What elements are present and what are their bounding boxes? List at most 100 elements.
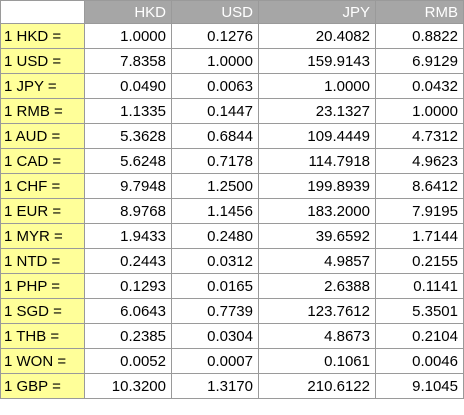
rate-cell: 0.2104 xyxy=(375,323,464,349)
table-row: 1 GBP = 10.3200 1.3170 210.6122 9.1045 xyxy=(0,373,464,399)
rate-cell: 0.7178 xyxy=(171,148,259,174)
rate-cell: 23.1327 xyxy=(258,98,376,124)
row-label-jpy: 1 JPY = xyxy=(0,73,85,99)
rate-cell: 0.8822 xyxy=(375,23,464,49)
row-label-cad: 1 CAD = xyxy=(0,148,85,174)
rate-cell: 1.0000 xyxy=(84,23,172,49)
rate-cell: 0.1141 xyxy=(375,273,464,299)
rate-cell: 0.1293 xyxy=(84,273,172,299)
rate-cell: 1.1335 xyxy=(84,98,172,124)
row-label-myr: 1 MYR = xyxy=(0,223,85,249)
rate-cell: 0.0007 xyxy=(171,348,259,374)
rate-cell: 159.9143 xyxy=(258,48,376,74)
rate-cell: 9.1045 xyxy=(375,373,464,399)
rate-cell: 1.3170 xyxy=(171,373,259,399)
row-label-sgd: 1 SGD = xyxy=(0,298,85,324)
rate-cell: 5.3628 xyxy=(84,123,172,149)
table-row: 1 EUR = 8.9768 1.1456 183.2000 7.9195 xyxy=(0,198,464,224)
table-row: 1 JPY = 0.0490 0.0063 1.0000 0.0432 xyxy=(0,73,464,99)
table-row: 1 USD = 7.8358 1.0000 159.9143 6.9129 xyxy=(0,48,464,74)
rate-cell: 1.1456 xyxy=(171,198,259,224)
table-row: 1 CAD = 5.6248 0.7178 114.7918 4.9623 xyxy=(0,148,464,174)
rate-cell: 0.0490 xyxy=(84,73,172,99)
rate-cell: 0.0046 xyxy=(375,348,464,374)
table-row: 1 CHF = 9.7948 1.2500 199.8939 8.6412 xyxy=(0,173,464,199)
rate-cell: 8.9768 xyxy=(84,198,172,224)
rate-cell: 0.2155 xyxy=(375,248,464,274)
table-row: 1 AUD = 5.3628 0.6844 109.4449 4.7312 xyxy=(0,123,464,149)
rate-cell: 1.7144 xyxy=(375,223,464,249)
rate-cell: 10.3200 xyxy=(84,373,172,399)
rate-cell: 5.6248 xyxy=(84,148,172,174)
table-row: 1 HKD = 1.0000 0.1276 20.4082 0.8822 xyxy=(0,23,464,49)
rate-cell: 1.0000 xyxy=(171,48,259,74)
rate-cell: 5.3501 xyxy=(375,298,464,324)
rate-cell: 8.6412 xyxy=(375,173,464,199)
rate-cell: 4.8673 xyxy=(258,323,376,349)
column-header-rmb: RMB xyxy=(375,0,464,24)
row-label-thb: 1 THB = xyxy=(0,323,85,349)
column-header-hkd: HKD xyxy=(84,0,172,24)
table-row: 1 PHP = 0.1293 0.0165 2.6388 0.1141 xyxy=(0,273,464,299)
table-row: 1 NTD = 0.2443 0.0312 4.9857 0.2155 xyxy=(0,248,464,274)
rate-cell: 4.9623 xyxy=(375,148,464,174)
exchange-rate-table: HKD USD JPY RMB 1 HKD = 1.0000 0.1276 20… xyxy=(0,0,464,399)
row-label-rmb: 1 RMB = xyxy=(0,98,85,124)
table-row: 1 THB = 0.2385 0.0304 4.8673 0.2104 xyxy=(0,323,464,349)
rate-cell: 2.6388 xyxy=(258,273,376,299)
rate-cell: 114.7918 xyxy=(258,148,376,174)
row-label-ntd: 1 NTD = xyxy=(0,248,85,274)
rate-cell: 0.2385 xyxy=(84,323,172,349)
rate-cell: 0.0052 xyxy=(84,348,172,374)
rate-cell: 4.7312 xyxy=(375,123,464,149)
rate-cell: 0.0304 xyxy=(171,323,259,349)
rate-cell: 6.0643 xyxy=(84,298,172,324)
rate-cell: 39.6592 xyxy=(258,223,376,249)
rate-cell: 0.1061 xyxy=(258,348,376,374)
rate-cell: 0.2443 xyxy=(84,248,172,274)
table-row: 1 RMB = 1.1335 0.1447 23.1327 1.0000 xyxy=(0,98,464,124)
table-header: HKD USD JPY RMB xyxy=(0,0,464,24)
rate-cell: 20.4082 xyxy=(258,23,376,49)
row-label-php: 1 PHP = xyxy=(0,273,85,299)
rate-cell: 0.1447 xyxy=(171,98,259,124)
row-label-won: 1 WON = xyxy=(0,348,85,374)
rate-cell: 0.2480 xyxy=(171,223,259,249)
table-body: 1 HKD = 1.0000 0.1276 20.4082 0.8822 1 U… xyxy=(0,23,464,399)
rate-cell: 1.0000 xyxy=(375,98,464,124)
header-corner-cell xyxy=(0,0,85,24)
rate-cell: 6.9129 xyxy=(375,48,464,74)
rate-cell: 0.7739 xyxy=(171,298,259,324)
table-row: 1 MYR = 1.9433 0.2480 39.6592 1.7144 xyxy=(0,223,464,249)
rate-cell: 210.6122 xyxy=(258,373,376,399)
rate-cell: 0.0312 xyxy=(171,248,259,274)
column-header-usd: USD xyxy=(171,0,259,24)
table-row: 1 WON = 0.0052 0.0007 0.1061 0.0046 xyxy=(0,348,464,374)
row-label-chf: 1 CHF = xyxy=(0,173,85,199)
rate-cell: 0.1276 xyxy=(171,23,259,49)
row-label-usd: 1 USD = xyxy=(0,48,85,74)
row-label-hkd: 1 HKD = xyxy=(0,23,85,49)
table-row: 1 SGD = 6.0643 0.7739 123.7612 5.3501 xyxy=(0,298,464,324)
rate-cell: 199.8939 xyxy=(258,173,376,199)
row-label-aud: 1 AUD = xyxy=(0,123,85,149)
header-row: HKD USD JPY RMB xyxy=(0,0,464,24)
rate-cell: 1.2500 xyxy=(171,173,259,199)
rate-cell: 109.4449 xyxy=(258,123,376,149)
rate-cell: 4.9857 xyxy=(258,248,376,274)
rate-cell: 0.6844 xyxy=(171,123,259,149)
rate-cell: 123.7612 xyxy=(258,298,376,324)
row-label-eur: 1 EUR = xyxy=(0,198,85,224)
rate-cell: 1.9433 xyxy=(84,223,172,249)
rate-cell: 9.7948 xyxy=(84,173,172,199)
rate-cell: 0.0165 xyxy=(171,273,259,299)
rate-cell: 7.9195 xyxy=(375,198,464,224)
rate-cell: 0.0063 xyxy=(171,73,259,99)
rate-cell: 183.2000 xyxy=(258,198,376,224)
rate-cell: 1.0000 xyxy=(258,73,376,99)
row-label-gbp: 1 GBP = xyxy=(0,373,85,399)
rate-cell: 0.0432 xyxy=(375,73,464,99)
column-header-jpy: JPY xyxy=(258,0,376,24)
rate-cell: 7.8358 xyxy=(84,48,172,74)
